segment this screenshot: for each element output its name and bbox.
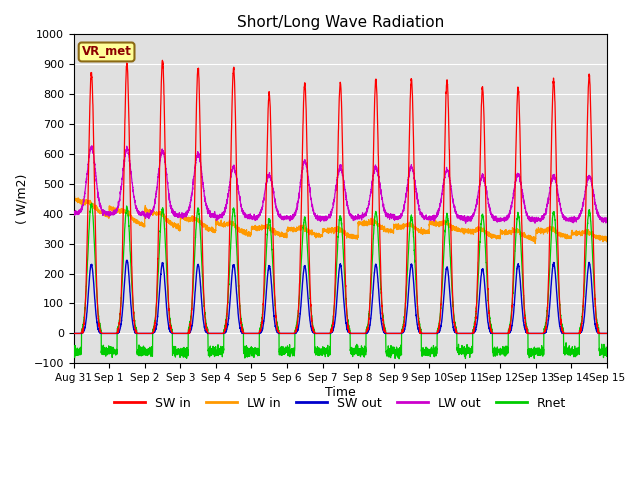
Legend: SW in, LW in, SW out, LW out, Rnet: SW in, LW in, SW out, LW out, Rnet [109, 392, 572, 415]
Y-axis label: ( W/m2): ( W/m2) [15, 173, 28, 224]
Title: Short/Long Wave Radiation: Short/Long Wave Radiation [237, 15, 444, 30]
X-axis label: Time: Time [325, 386, 356, 399]
Text: VR_met: VR_met [82, 46, 132, 59]
